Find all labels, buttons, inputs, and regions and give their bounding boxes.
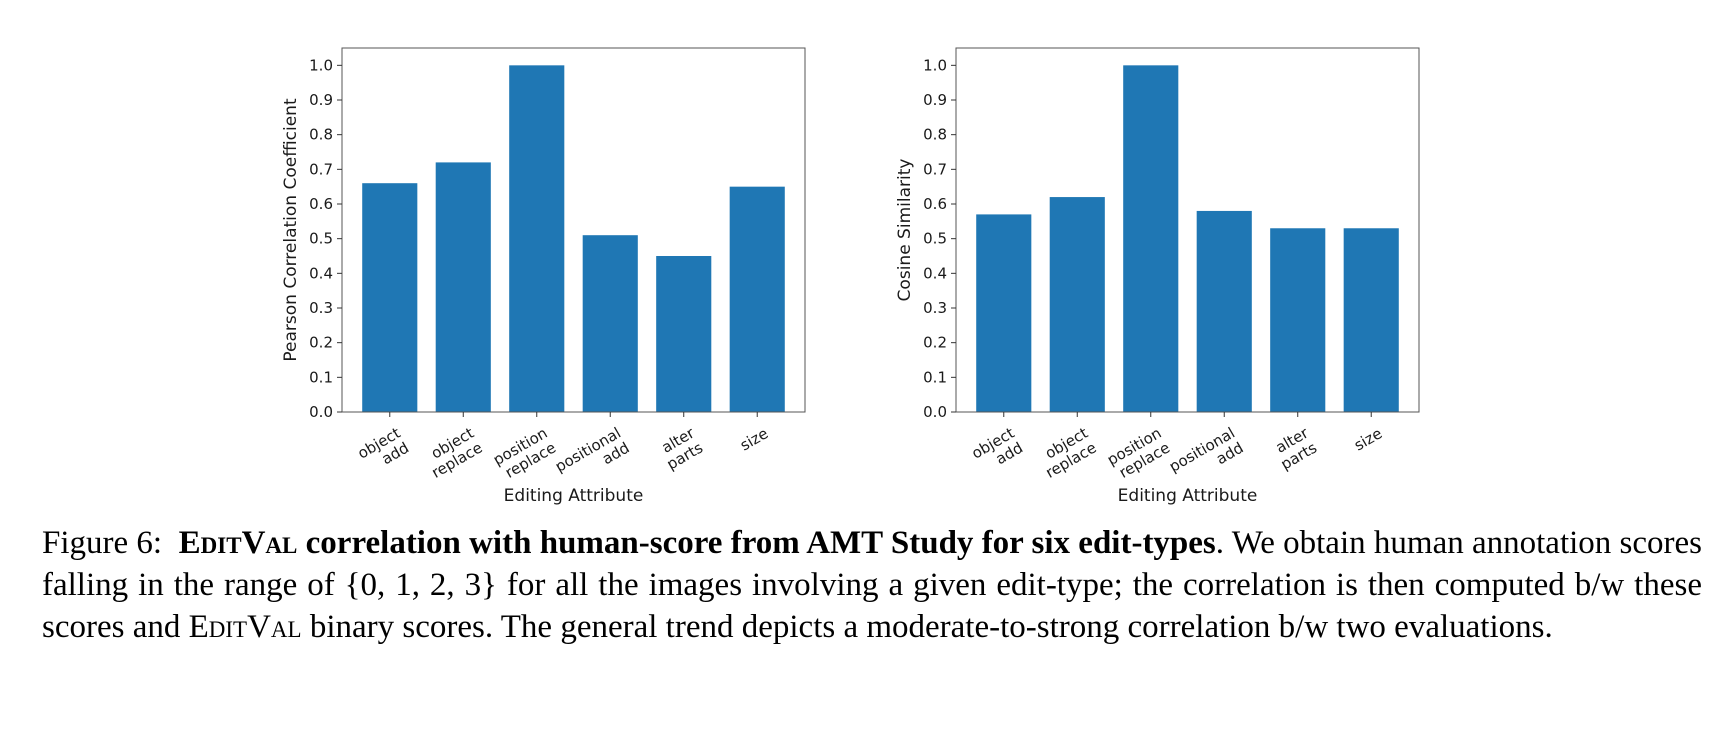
bar-2 bbox=[509, 65, 565, 412]
y-tick-label: 0.3 bbox=[309, 299, 333, 317]
y-tick-label: 0.9 bbox=[923, 91, 947, 109]
y-tick-label: 0.3 bbox=[923, 299, 947, 317]
y-tick-label: 0.2 bbox=[309, 334, 333, 352]
bar-1 bbox=[1049, 197, 1105, 412]
caption-title: EditVal correlation with human-score fro… bbox=[179, 525, 1216, 561]
caption-editval: EditVal bbox=[188, 609, 302, 645]
bar-1 bbox=[435, 162, 491, 412]
caption-text-2: binary scores. The general trend depicts… bbox=[309, 609, 1553, 645]
x-tick-label: size bbox=[737, 424, 771, 454]
y-tick-label: 0.1 bbox=[923, 368, 947, 386]
pearson-chart: 0.0 0.1 0.2 0.3 0.4 0.5 0.6 0.7 0.8 0.9 1.0 objecta… bbox=[281, 47, 806, 506]
figure-caption: Figure 6: EditVal correlation with human… bbox=[42, 522, 1702, 648]
y-tick-label: 0.0 bbox=[923, 403, 947, 421]
bar-4 bbox=[656, 256, 712, 412]
y-axis-title: Cosine Similarity bbox=[895, 159, 915, 302]
y-tick-label: 1.0 bbox=[309, 56, 333, 74]
y-tick-label: 0.8 bbox=[309, 126, 333, 144]
x-tick-label-group: size bbox=[737, 424, 771, 454]
bar-3 bbox=[582, 235, 638, 412]
caption-editval-title: EditVal bbox=[178, 525, 298, 561]
cosine-chart: 0.0 0.1 0.2 0.3 0.4 0.5 0.6 0.7 0.8 0.9 1.0 objecta… bbox=[895, 47, 1420, 506]
bar-2 bbox=[1123, 65, 1179, 412]
y-tick-label: 0.5 bbox=[309, 230, 333, 248]
bar-4 bbox=[1270, 228, 1326, 412]
y-tick-label: 0.1 bbox=[309, 368, 333, 386]
y-tick-label: 0.7 bbox=[923, 160, 947, 178]
x-axis-title: Editing Attribute bbox=[1118, 486, 1258, 506]
y-tick-label: 0.5 bbox=[923, 230, 947, 248]
y-tick-label: 0.9 bbox=[309, 91, 333, 109]
bar-5 bbox=[729, 186, 785, 412]
y-tick-label: 0.2 bbox=[923, 334, 947, 352]
y-tick-label: 1.0 bbox=[923, 56, 947, 74]
y-tick-label: 0.6 bbox=[309, 195, 333, 213]
y-tick-label: 0.8 bbox=[923, 126, 947, 144]
y-tick-label: 0.0 bbox=[309, 403, 333, 421]
x-tick-label-group: size bbox=[1351, 424, 1385, 454]
y-tick-label: 0.4 bbox=[923, 264, 947, 282]
y-tick-label: 0.7 bbox=[309, 160, 333, 178]
bar-5 bbox=[1343, 228, 1399, 412]
bar-0 bbox=[976, 214, 1032, 412]
plot-frame bbox=[341, 47, 806, 413]
bar-0 bbox=[362, 183, 418, 412]
x-tick-label: size bbox=[1351, 424, 1385, 454]
y-tick-label: 0.4 bbox=[309, 264, 333, 282]
y-axis-title: Pearson Correlation Coefficient bbox=[281, 98, 301, 362]
caption-title-text: correlation with human-score from AMT St… bbox=[305, 525, 1216, 561]
caption-text-1: . We obtain human annotation scores fall… bbox=[42, 525, 1703, 645]
x-axis-title: Editing Attribute bbox=[504, 486, 644, 506]
plot-frame bbox=[955, 47, 1420, 413]
bar-3 bbox=[1196, 210, 1252, 412]
y-tick-label: 0.6 bbox=[923, 195, 947, 213]
caption-prefix: Figure 6: bbox=[42, 525, 163, 561]
